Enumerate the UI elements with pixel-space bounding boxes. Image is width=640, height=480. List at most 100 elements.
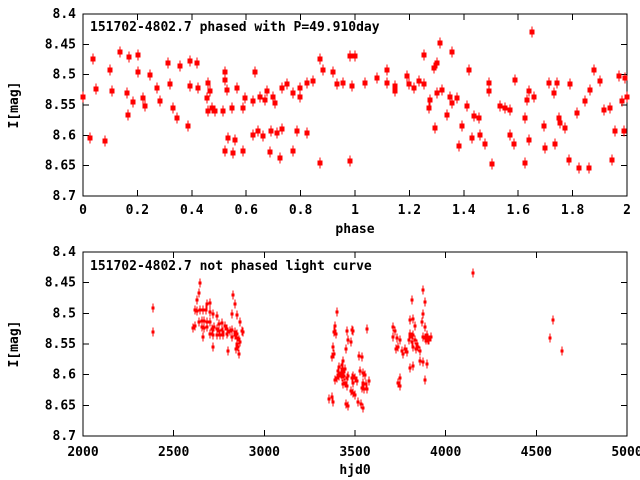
data-point — [234, 347, 238, 351]
data-point — [367, 379, 371, 383]
data-point — [400, 349, 404, 353]
data-point — [279, 126, 285, 132]
data-point — [346, 374, 350, 378]
data-point — [208, 310, 212, 314]
data-point — [80, 94, 86, 100]
data-point — [229, 105, 235, 111]
data-point — [411, 333, 415, 337]
data-point — [411, 364, 415, 368]
data-point — [362, 387, 366, 391]
y-tick-label: 8.4 — [53, 7, 77, 22]
x-tick-label: 2500 — [158, 445, 189, 460]
data-point — [454, 95, 460, 101]
data-point — [230, 312, 234, 316]
data-point — [225, 327, 229, 331]
data-point — [340, 367, 344, 371]
data-point — [411, 317, 415, 321]
data-point — [396, 345, 400, 349]
data-point — [431, 65, 437, 71]
data-point — [434, 60, 440, 66]
data-point — [93, 86, 99, 92]
data-point — [195, 309, 199, 313]
data-point — [410, 298, 414, 302]
data-point — [294, 128, 300, 134]
data-point — [393, 329, 397, 333]
data-point — [193, 324, 197, 328]
data-point — [607, 105, 613, 111]
data-point — [408, 318, 412, 322]
data-point — [210, 327, 214, 331]
data-point — [616, 73, 622, 79]
data-point — [384, 67, 390, 73]
x-tick-label: 1.8 — [561, 203, 585, 218]
data-point — [410, 340, 414, 344]
data-point — [529, 29, 535, 35]
data-point — [140, 95, 146, 101]
data-point — [345, 329, 349, 333]
data-point — [232, 137, 238, 143]
data-point — [332, 330, 336, 334]
data-point — [359, 402, 363, 406]
x-tick-label: 2000 — [67, 445, 98, 460]
data-point — [349, 83, 355, 89]
y-tick-label: 8.6 — [53, 128, 77, 143]
data-point — [365, 327, 369, 331]
x-tick-label: 0.4 — [180, 203, 204, 218]
y-tick-label: 8.5 — [53, 306, 76, 321]
data-point — [257, 94, 263, 100]
data-point — [333, 324, 337, 328]
data-point — [418, 359, 422, 363]
data-point — [237, 338, 241, 342]
data-point — [469, 135, 475, 141]
data-point — [429, 335, 433, 339]
data-point — [339, 371, 343, 375]
data-point — [418, 349, 422, 353]
data-point — [222, 77, 228, 83]
data-point — [355, 379, 359, 383]
data-point — [290, 148, 296, 154]
data-point — [268, 128, 274, 134]
axis-ticks: 0 0.2 0.4 0.6 0.8 1 1.2 1.4 1.6 1.8 2 8.4 8.45 8.5 8.5… — [45, 7, 631, 218]
x-tick-label: 4000 — [430, 445, 461, 460]
data-point — [401, 352, 405, 356]
data-point — [425, 333, 429, 337]
data-point — [434, 90, 440, 96]
data-point — [151, 330, 155, 334]
data-point — [225, 332, 229, 336]
data-point — [211, 312, 215, 316]
data-point — [200, 319, 204, 323]
data-point — [476, 115, 482, 121]
data-point — [217, 322, 221, 326]
data-point — [554, 80, 560, 86]
data-point — [212, 108, 218, 114]
x-tick-label: 0.8 — [289, 203, 313, 218]
data-point — [191, 326, 195, 330]
data-point — [330, 355, 334, 359]
data-point — [365, 387, 369, 391]
data-point — [198, 308, 202, 312]
data-point — [404, 73, 410, 79]
data-point — [502, 105, 508, 111]
y-tick-label: 8.65 — [45, 398, 76, 413]
plot-title-unphased: 151702-4802.7 not phased light curve — [90, 259, 372, 274]
data-point — [208, 301, 212, 305]
data-point — [471, 113, 477, 119]
data-point — [205, 302, 209, 306]
data-point — [597, 78, 603, 84]
y-tick-label: 8.7 — [53, 429, 76, 444]
data-point — [425, 362, 429, 366]
data-point — [416, 78, 422, 84]
data-point — [447, 94, 453, 100]
y-tick-label: 8.55 — [45, 337, 76, 352]
data-point — [345, 376, 349, 380]
y-axis-label-imag-top: I[mag] — [7, 82, 22, 129]
data-point — [576, 165, 582, 171]
data-point — [343, 381, 347, 385]
data-point — [236, 345, 240, 349]
data-point — [341, 359, 345, 363]
data-point — [363, 373, 367, 377]
data-point — [130, 99, 136, 105]
data-point — [267, 149, 273, 155]
data-point — [416, 345, 420, 349]
data-point — [226, 349, 230, 353]
